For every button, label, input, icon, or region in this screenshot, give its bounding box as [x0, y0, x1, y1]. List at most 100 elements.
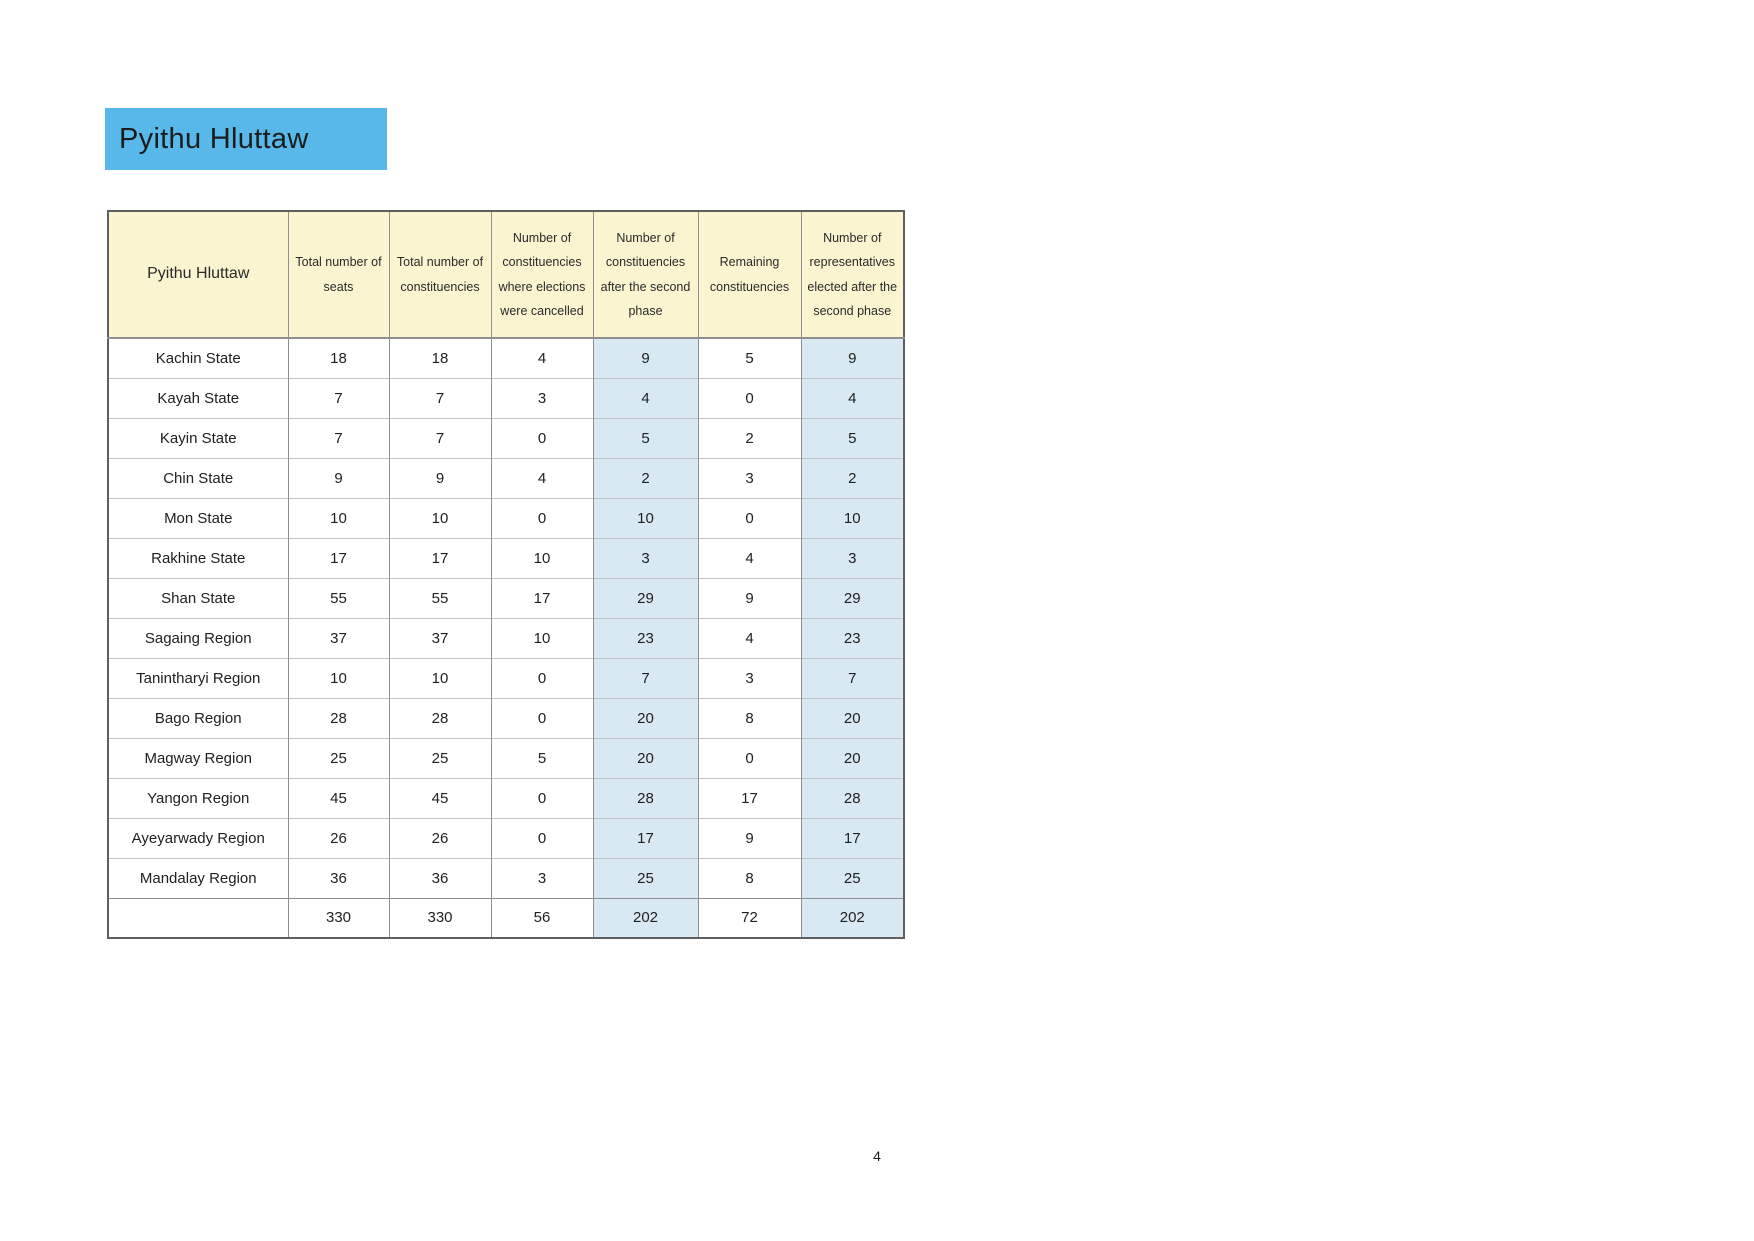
value-cell-total-seats: 36	[287, 857, 389, 898]
value-cell-constituencies-after-second-phase: 23	[592, 617, 698, 658]
column-header-representatives-after-second-phase: Number of representatives elected after …	[800, 211, 904, 339]
value-cell-cancelled-constituencies: 10	[490, 537, 593, 578]
value-cell-total-constituencies: 55	[388, 577, 491, 618]
value-cell-constituencies-after-second-phase: 3	[592, 537, 698, 578]
value-cell-total-seats: 7	[287, 377, 389, 418]
region-name-cell: Ayeyarwady Region	[108, 817, 288, 858]
value-cell-constituencies-after-second-phase: 5	[592, 417, 698, 458]
value-cell-cancelled-constituencies: 3	[490, 857, 593, 898]
page-number: 4	[873, 1148, 881, 1164]
value-cell-total-constituencies: 9	[388, 457, 491, 498]
table-row: Magway Region 25 25 5 20 0 20	[108, 737, 904, 778]
region-name-cell: Yangon Region	[108, 777, 288, 818]
region-name-cell: Bago Region	[108, 697, 288, 738]
region-name-cell: Kachin State	[108, 338, 288, 378]
value-cell-total-seats: 10	[287, 497, 389, 538]
value-cell-cancelled-constituencies: 0	[490, 417, 593, 458]
value-cell-remaining-constituencies: 2	[697, 417, 801, 458]
value-cell-total-seats: 26	[287, 817, 389, 858]
value-cell-representatives-after-second-phase: 20	[800, 737, 904, 778]
total-row-empty-cell	[108, 897, 288, 938]
column-header-constituencies-after-second-phase: Number of constituencies after the secon…	[592, 211, 698, 339]
total-value-cell-total-constituencies: 330	[388, 897, 491, 938]
table-header-row: Pyithu Hluttaw Total number of seats Total…	[108, 211, 904, 339]
value-cell-remaining-constituencies: 4	[697, 537, 801, 578]
pyithu-hluttaw-table: Pyithu Hluttaw Total number of seats Total…	[107, 210, 905, 939]
value-cell-representatives-after-second-phase: 17	[800, 817, 904, 858]
region-name-cell: Rakhine State	[108, 537, 288, 578]
value-cell-representatives-after-second-phase: 7	[800, 657, 904, 698]
value-cell-cancelled-constituencies: 4	[490, 338, 593, 378]
column-header-remaining-constituencies: Remaining constituencies	[697, 211, 801, 339]
region-name-cell: Chin State	[108, 457, 288, 498]
value-cell-cancelled-constituencies: 0	[490, 497, 593, 538]
value-cell-total-constituencies: 26	[388, 817, 491, 858]
value-cell-remaining-constituencies: 0	[697, 737, 801, 778]
table-row: Bago Region 28 28 0 20 8 20	[108, 697, 904, 738]
value-cell-representatives-after-second-phase: 9	[800, 338, 904, 378]
value-cell-remaining-constituencies: 5	[697, 338, 801, 378]
table-row: Tanintharyi Region 10 10 0 7 3 7	[108, 657, 904, 698]
total-value-cell-constituencies-after-second-phase: 202	[592, 897, 698, 938]
value-cell-remaining-constituencies: 4	[697, 617, 801, 658]
value-cell-constituencies-after-second-phase: 9	[592, 338, 698, 378]
value-cell-representatives-after-second-phase: 28	[800, 777, 904, 818]
value-cell-total-constituencies: 17	[388, 537, 491, 578]
value-cell-remaining-constituencies: 17	[697, 777, 801, 818]
value-cell-total-seats: 25	[287, 737, 389, 778]
value-cell-cancelled-constituencies: 4	[490, 457, 593, 498]
value-cell-representatives-after-second-phase: 2	[800, 457, 904, 498]
table-row: Rakhine State 17 17 10 3 4 3	[108, 537, 904, 578]
total-value-cell-remaining-constituencies: 72	[697, 897, 801, 938]
page-title: Pyithu Hluttaw	[119, 122, 309, 155]
value-cell-total-constituencies: 10	[388, 497, 491, 538]
value-cell-total-seats: 55	[287, 577, 389, 618]
value-cell-representatives-after-second-phase: 4	[800, 377, 904, 418]
value-cell-constituencies-after-second-phase: 25	[592, 857, 698, 898]
table-row: Sagaing Region 37 37 10 23 4 23	[108, 617, 904, 658]
value-cell-representatives-after-second-phase: 10	[800, 497, 904, 538]
table-row: Shan State 55 55 17 29 9 29	[108, 577, 904, 618]
table-row: Ayeyarwady Region 26 26 0 17 9 17	[108, 817, 904, 858]
value-cell-constituencies-after-second-phase: 4	[592, 377, 698, 418]
value-cell-constituencies-after-second-phase: 28	[592, 777, 698, 818]
total-value-cell-total-seats: 330	[287, 897, 389, 938]
column-header-region: Pyithu Hluttaw	[108, 211, 288, 339]
value-cell-total-seats: 17	[287, 537, 389, 578]
total-value-cell-representatives-after-second-phase: 202	[800, 897, 904, 938]
value-cell-constituencies-after-second-phase: 10	[592, 497, 698, 538]
title-box: Pyithu Hluttaw	[105, 108, 387, 170]
table-row: Kayin State 7 7 0 5 2 5	[108, 417, 904, 458]
value-cell-constituencies-after-second-phase: 7	[592, 657, 698, 698]
value-cell-remaining-constituencies: 0	[697, 497, 801, 538]
region-name-cell: Sagaing Region	[108, 617, 288, 658]
total-row: 330 330 56 202 72 202	[108, 897, 904, 938]
value-cell-cancelled-constituencies: 10	[490, 617, 593, 658]
region-name-cell: Mon State	[108, 497, 288, 538]
region-name-cell: Tanintharyi Region	[108, 657, 288, 698]
value-cell-constituencies-after-second-phase: 17	[592, 817, 698, 858]
value-cell-total-seats: 7	[287, 417, 389, 458]
region-name-cell: Kayah State	[108, 377, 288, 418]
value-cell-remaining-constituencies: 3	[697, 657, 801, 698]
value-cell-representatives-after-second-phase: 5	[800, 417, 904, 458]
table-row: Mandalay Region 36 36 3 25 8 25	[108, 857, 904, 898]
value-cell-total-constituencies: 36	[388, 857, 491, 898]
region-name-cell: Shan State	[108, 577, 288, 618]
value-cell-constituencies-after-second-phase: 20	[592, 737, 698, 778]
value-cell-cancelled-constituencies: 0	[490, 657, 593, 698]
value-cell-remaining-constituencies: 8	[697, 697, 801, 738]
table-row: Mon State 10 10 0 10 0 10	[108, 497, 904, 538]
value-cell-representatives-after-second-phase: 20	[800, 697, 904, 738]
table-row: Kayah State 7 7 3 4 0 4	[108, 377, 904, 418]
value-cell-constituencies-after-second-phase: 29	[592, 577, 698, 618]
value-cell-total-seats: 45	[287, 777, 389, 818]
region-name-cell: Magway Region	[108, 737, 288, 778]
value-cell-remaining-constituencies: 8	[697, 857, 801, 898]
region-name-cell: Kayin State	[108, 417, 288, 458]
value-cell-total-constituencies: 45	[388, 777, 491, 818]
value-cell-remaining-constituencies: 9	[697, 817, 801, 858]
value-cell-constituencies-after-second-phase: 2	[592, 457, 698, 498]
value-cell-cancelled-constituencies: 0	[490, 817, 593, 858]
value-cell-cancelled-constituencies: 0	[490, 777, 593, 818]
